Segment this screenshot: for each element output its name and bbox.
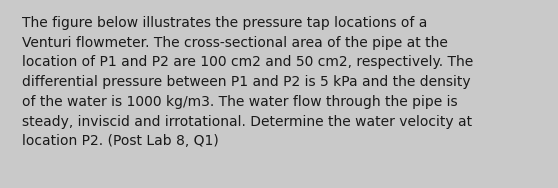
Text: The figure below illustrates the pressure tap locations of a
Venturi flowmeter. : The figure below illustrates the pressur… (22, 16, 473, 148)
